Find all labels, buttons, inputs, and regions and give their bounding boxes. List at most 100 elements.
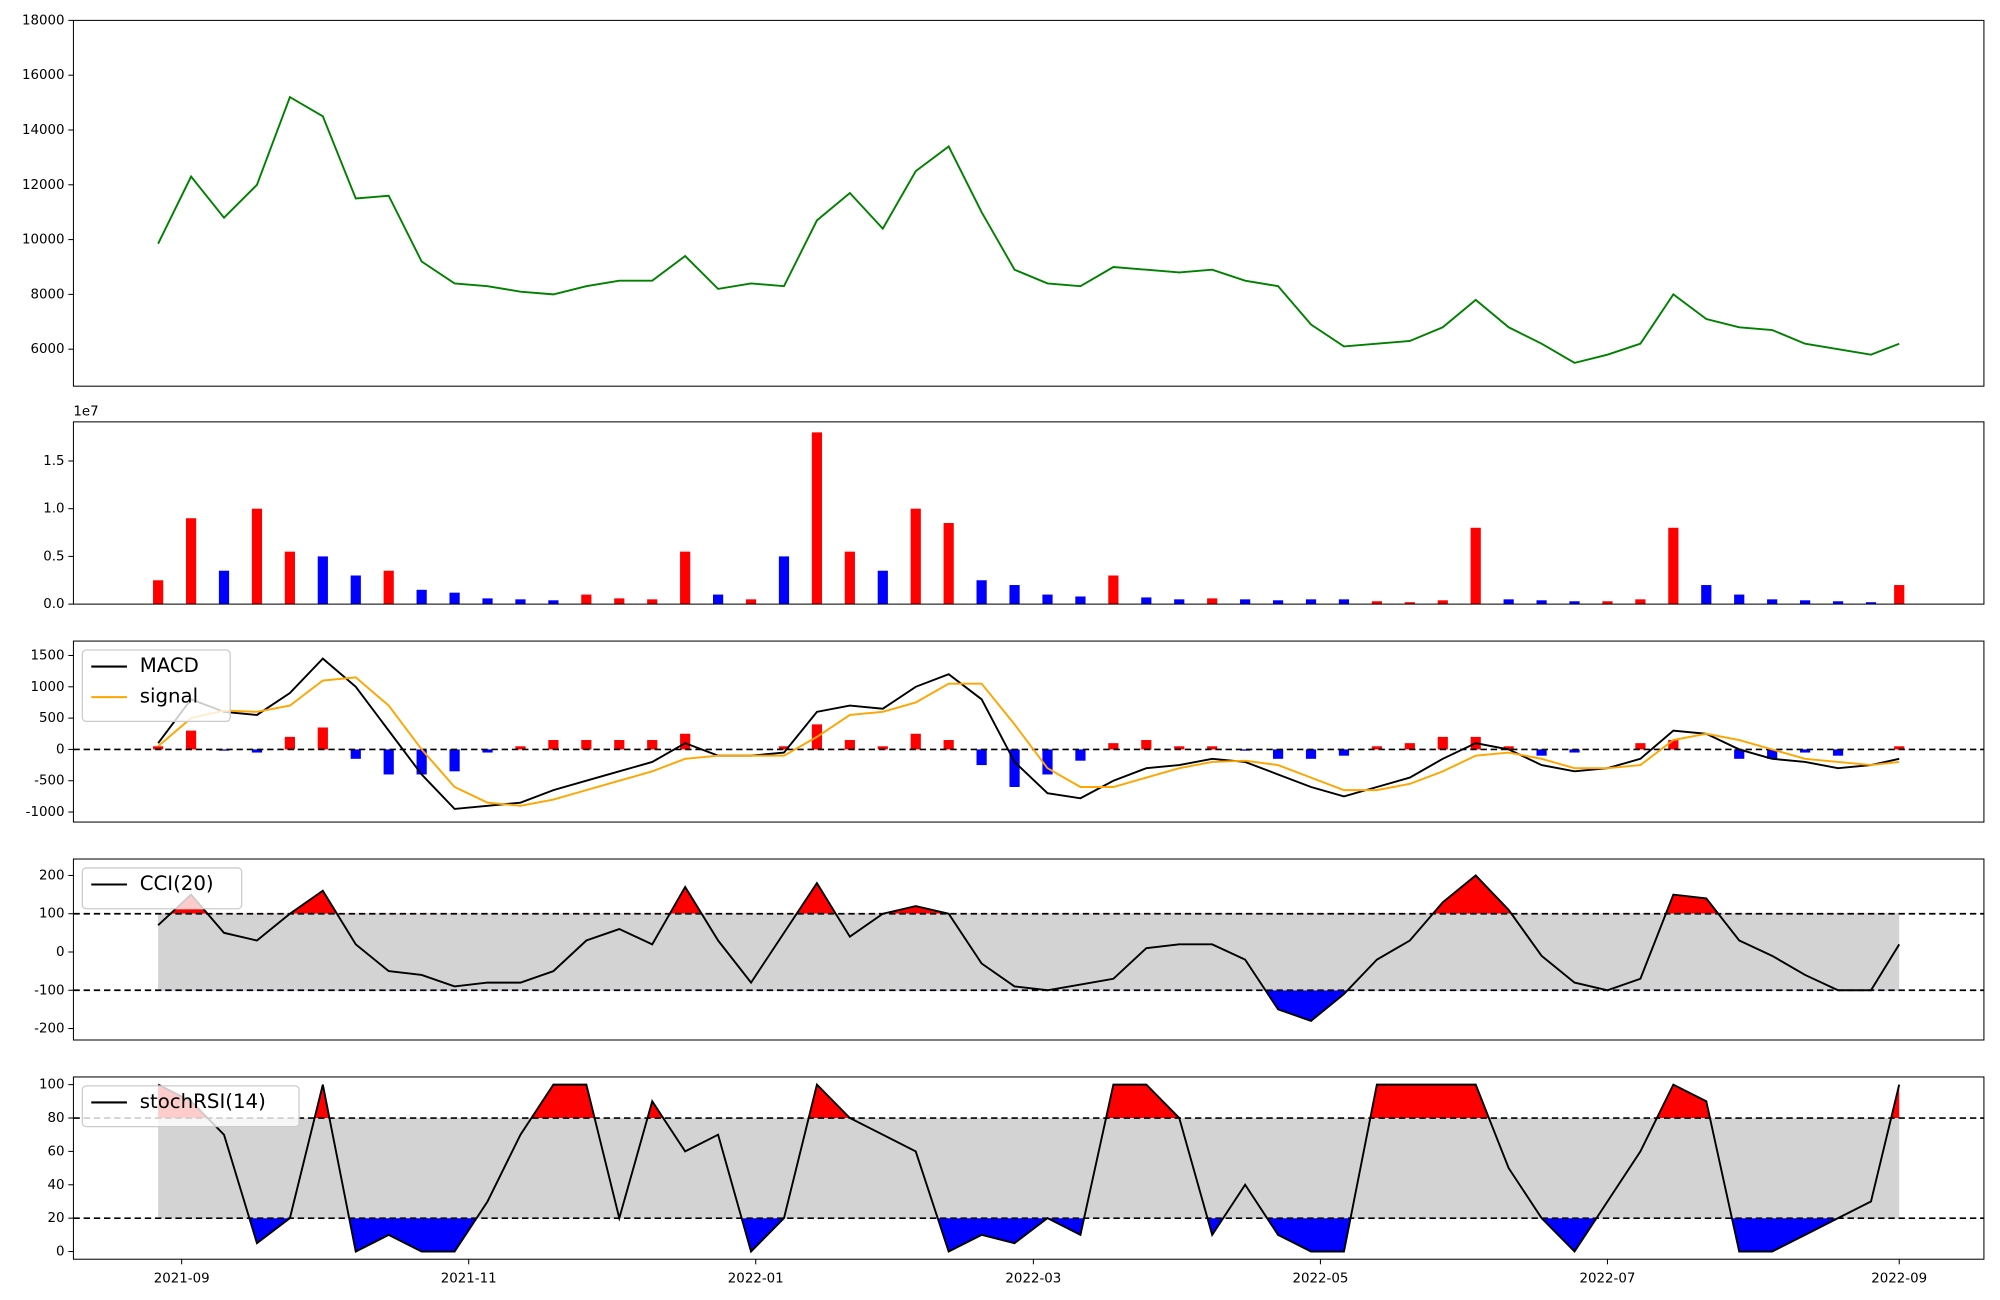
histogram-bar [449,749,460,772]
histogram-bar [1174,746,1185,750]
panel-frame [72,640,1985,823]
histogram-bar [844,740,855,750]
panel-frame [72,858,1985,1041]
volume-bar [614,598,625,605]
volume-bar [1371,601,1382,605]
volume-bar [218,570,230,605]
volume-bar [153,580,164,605]
volume-bar [416,589,427,605]
histogram-bar [383,749,394,775]
volume-bar [1207,598,1218,605]
volume-bar [1042,594,1053,605]
legend: CCI(20) [81,867,243,910]
volume-bar [1075,596,1086,605]
histogram-bar [1536,749,1547,756]
volume-bar [1569,601,1580,605]
histogram-bar [1272,749,1284,759]
price-line [157,95,1900,364]
legend-label: MACD [140,654,199,677]
axis-offset-label: 1e7 [73,405,98,420]
volume-bar [778,556,790,605]
histogram-bar [976,749,987,766]
y-tick-label: 12000 [22,178,65,193]
overbought-fill [158,1084,1900,1119]
x-tick-label: 2022-03 [1005,1271,1061,1286]
histogram-bar [515,746,526,750]
legend: stochRSI(14) [81,1085,300,1128]
y-tick-label: 0 [56,945,65,960]
volume-bar [976,580,987,605]
histogram-bar [1338,749,1350,756]
volume-bar [185,518,197,605]
histogram-bar [1075,749,1086,761]
volume-bar [910,508,921,605]
volume-bar [1272,600,1284,605]
y-tick-label: 1.5 [43,454,64,469]
volume-bar [877,570,888,605]
y-tick-label: -100 [34,983,64,998]
histogram-bar [1635,743,1646,750]
volume-bar [811,432,823,605]
x-tick-label: 2022-07 [1580,1271,1636,1286]
panel-frame [72,421,1985,605]
volume-bar [1767,599,1778,605]
y-tick-label: 10000 [22,233,65,248]
y-tick-label: 0.5 [43,549,64,564]
volume-bar [1800,600,1811,605]
indicator-line [157,874,1901,1022]
indicator-line [157,657,1900,810]
histogram-bar [185,730,197,750]
volume-bar [251,508,263,605]
x-tick-label: 2022-01 [728,1271,784,1286]
volume-bar [317,556,328,605]
volume-bar [1832,601,1844,605]
volume-bar [1009,585,1020,605]
panel-frame [72,1076,1985,1260]
volume-bar [1503,599,1514,605]
neutral-band [158,913,1900,991]
neutral-band [158,1118,1900,1219]
histogram-bar [778,746,790,750]
volume-bar [548,600,559,605]
volume-bar [284,551,295,605]
volume-bar [1635,599,1646,605]
histogram-bar [1042,749,1053,775]
y-tick-label: 6000 [30,342,64,357]
indicator-line [157,1082,1901,1254]
volume-bar [515,599,526,605]
histogram-bar [1668,740,1679,750]
y-tick-label: 80 [47,1111,64,1126]
volume-bar [647,599,658,605]
volume-bar [713,594,724,605]
legend-label: signal [140,685,198,708]
y-tick-label: 40 [47,1178,64,1193]
legend-label: stochRSI(14) [140,1090,266,1113]
panel-frame [72,19,1985,387]
volume-bar [383,570,394,605]
x-tick-label: 2021-11 [441,1271,497,1286]
y-tick-label: -200 [34,1022,64,1037]
volume-bar [581,594,592,605]
histogram-bar [284,736,295,750]
overbought-fill [170,875,1719,914]
volume-bar [1536,600,1547,605]
volume-bar [350,575,361,605]
histogram-bar [1305,749,1317,759]
histogram-bar [548,740,559,750]
indicator-line [157,676,1900,807]
volume-bar [482,598,493,605]
volume-bar [680,551,691,605]
y-tick-label: 60 [47,1144,64,1159]
y-tick-label: 1.0 [43,502,64,517]
legend-box [81,649,231,723]
histogram-bar [1767,749,1778,759]
y-tick-label: 200 [39,868,65,883]
volume-bar [1174,599,1185,605]
y-tick-label: 500 [39,711,65,726]
volume-bar [1305,599,1317,605]
y-tick-label: 0 [56,1245,65,1260]
histogram-bar [1207,746,1218,750]
histogram-bar [153,746,164,750]
y-tick-label: 16000 [22,68,65,83]
y-tick-label: 1000 [30,680,64,695]
